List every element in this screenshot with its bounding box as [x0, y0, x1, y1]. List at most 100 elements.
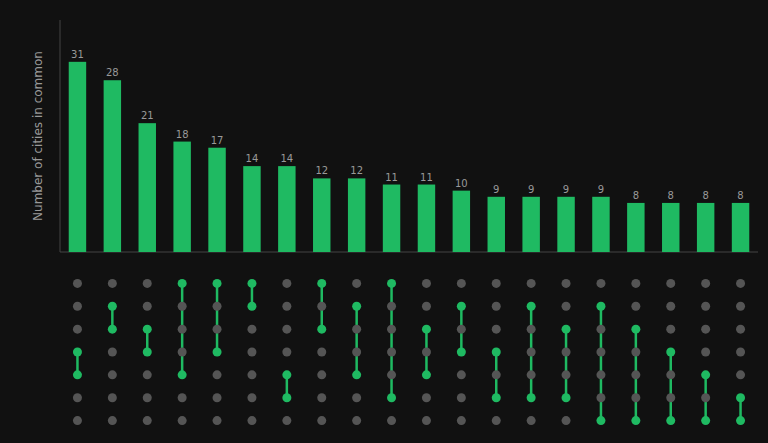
dot-inactive [631, 370, 640, 379]
dot-inactive [457, 325, 466, 334]
dot-inactive [527, 370, 536, 379]
dot-inactive [701, 302, 710, 311]
data-label: 8 [633, 190, 639, 201]
dot-inactive [73, 393, 82, 402]
dot-active [492, 348, 501, 357]
dot-inactive [73, 302, 82, 311]
dot-inactive [178, 325, 187, 334]
dot-inactive [213, 393, 222, 402]
dot-inactive [527, 325, 536, 334]
dot-inactive [666, 302, 675, 311]
dot-inactive [596, 325, 605, 334]
dot-inactive [492, 416, 501, 425]
dot-inactive [562, 370, 571, 379]
dot-inactive [178, 416, 187, 425]
dot-inactive [736, 302, 745, 311]
dot-inactive [457, 370, 466, 379]
dot-inactive [596, 348, 605, 357]
dot-active [422, 370, 431, 379]
data-label: 9 [598, 184, 604, 195]
bar [732, 203, 749, 252]
dot-inactive [492, 302, 501, 311]
dot-inactive [282, 302, 291, 311]
dot-active [73, 348, 82, 357]
dot-active [178, 370, 187, 379]
dot-active [701, 416, 710, 425]
y-axis-label: Number of cities in common [31, 51, 45, 221]
dot-inactive [108, 348, 117, 357]
dot-inactive [422, 393, 431, 402]
dot-inactive [422, 302, 431, 311]
dot-inactive [527, 279, 536, 288]
dot-inactive [387, 370, 396, 379]
dot-inactive [492, 370, 501, 379]
dot-active [596, 302, 605, 311]
dot-inactive [562, 416, 571, 425]
dot-inactive [457, 416, 466, 425]
dot-inactive [527, 416, 536, 425]
dot-inactive [736, 279, 745, 288]
dot-active [178, 279, 187, 288]
dot-inactive [247, 416, 256, 425]
dot-inactive [736, 370, 745, 379]
dot-active [631, 325, 640, 334]
dot-inactive [108, 370, 117, 379]
bar [173, 142, 190, 252]
dot-inactive [108, 279, 117, 288]
dot-inactive [666, 325, 675, 334]
dot-active [631, 416, 640, 425]
dot-inactive [143, 302, 152, 311]
dot-inactive [178, 348, 187, 357]
dot-active [736, 416, 745, 425]
dot-active [736, 393, 745, 402]
dot-inactive [213, 325, 222, 334]
data-label: 28 [106, 67, 119, 78]
bar [383, 185, 400, 252]
dot-inactive [596, 370, 605, 379]
connector [600, 306, 603, 420]
data-label: 21 [141, 110, 154, 121]
dot-inactive [736, 325, 745, 334]
dot-inactive [422, 348, 431, 357]
dot-inactive [317, 393, 326, 402]
dot-active [666, 416, 675, 425]
dot-inactive [143, 370, 152, 379]
bar [348, 178, 365, 252]
dot-active [701, 370, 710, 379]
dot-inactive [387, 302, 396, 311]
data-label: 11 [420, 172, 433, 183]
dot-inactive [317, 302, 326, 311]
dot-inactive [213, 370, 222, 379]
dot-active [387, 279, 396, 288]
dot-inactive [213, 416, 222, 425]
dot-inactive [352, 393, 361, 402]
dot-inactive [282, 279, 291, 288]
dot-active [422, 325, 431, 334]
dot-inactive [352, 279, 361, 288]
bars [69, 62, 750, 252]
dot-inactive [387, 325, 396, 334]
dot-active [387, 393, 396, 402]
dot-inactive [666, 370, 675, 379]
data-label: 12 [350, 165, 363, 176]
dot-active [527, 302, 536, 311]
dot-active [143, 348, 152, 357]
dot-inactive [143, 393, 152, 402]
dot-inactive [666, 279, 675, 288]
bar [243, 166, 260, 252]
dot-active [562, 325, 571, 334]
dot-inactive [73, 416, 82, 425]
dot-inactive [178, 302, 187, 311]
dot-inactive [562, 348, 571, 357]
connector [216, 283, 219, 352]
data-label: 9 [528, 184, 534, 195]
dot-inactive [457, 393, 466, 402]
dot-inactive [596, 279, 605, 288]
dot-inactive [143, 416, 152, 425]
dot-inactive [631, 279, 640, 288]
data-label: 8 [702, 190, 708, 201]
dot-inactive [457, 279, 466, 288]
dot-active [457, 302, 466, 311]
bar [104, 80, 121, 252]
dot-inactive [73, 279, 82, 288]
